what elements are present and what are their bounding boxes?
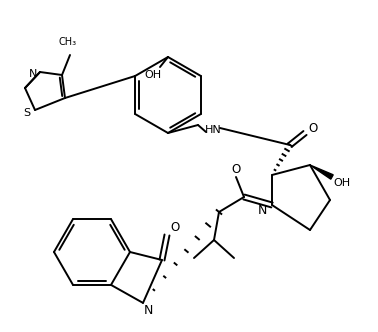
Text: OH: OH [144,70,161,80]
Text: O: O [170,220,180,233]
Text: N: N [143,304,153,317]
Text: S: S [23,108,31,118]
Text: HN: HN [204,125,222,135]
Polygon shape [310,165,333,179]
Text: N: N [257,204,267,216]
Text: O: O [308,122,318,134]
Text: N: N [29,69,37,79]
Text: OH: OH [333,178,350,188]
Text: O: O [231,162,241,176]
Text: CH₃: CH₃ [59,37,77,47]
